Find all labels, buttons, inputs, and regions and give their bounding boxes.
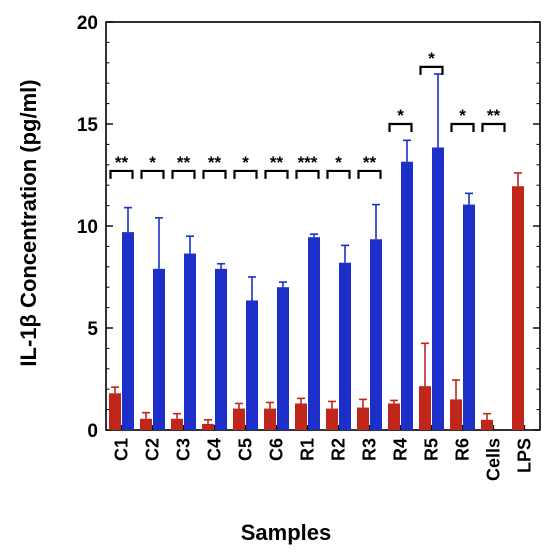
bar-series-1 (202, 423, 214, 430)
x-tick-label: Cells (484, 438, 504, 481)
x-axis-title: Samples (241, 520, 332, 545)
significance-bracket (202, 169, 227, 179)
bar-series-1 (450, 399, 462, 430)
axis-labels: 0 5 10 15 20 C1 C2 C3 C4 C5 C6 R1 R2 R3 R4 R5 R6 Cells LPS (77, 13, 535, 481)
bar-series-2 (370, 239, 382, 430)
bar-series-1 (481, 419, 493, 430)
bar-series-2 (401, 161, 413, 431)
significance-label: ** (363, 153, 377, 172)
significance-label: * (397, 106, 404, 125)
x-tick-label: R3 (360, 438, 380, 461)
bar-series-2 (339, 262, 351, 430)
significance-label: * (335, 153, 342, 172)
significance-label: ** (115, 153, 129, 172)
significance-label: ** (208, 153, 222, 172)
x-tick-label: R4 (391, 438, 411, 461)
significance-label: *** (298, 153, 318, 172)
bar-series-1 (140, 418, 152, 430)
bar-series-2 (432, 147, 444, 430)
bar-series-1 (388, 403, 400, 430)
bar-series-2 (246, 300, 258, 430)
significance-bracket (264, 169, 289, 179)
bar-series-1 (326, 408, 338, 430)
significance-bracket (171, 169, 196, 179)
y-tick-label: 20 (77, 13, 98, 34)
x-tick-label: C5 (236, 438, 256, 461)
y-axis-title: IL-1β Concentration (pg/ml) (16, 79, 41, 366)
significance-bracket (109, 169, 134, 179)
bar-series-1 (109, 393, 121, 430)
bar-series-2 (277, 287, 289, 430)
y-tick-label: 15 (77, 115, 99, 136)
bar-series-2 (463, 204, 475, 430)
significance-label: ** (270, 153, 284, 172)
x-tick-label: R2 (329, 438, 349, 461)
significance-bracket (388, 122, 413, 132)
bar-series-1 (512, 186, 524, 430)
significance-label: * (459, 106, 466, 125)
bar-series-2 (184, 253, 196, 430)
x-tick-label: LPS (515, 438, 535, 473)
significance-label: ** (487, 106, 501, 125)
bars (109, 73, 524, 431)
y-tick-label: 10 (77, 217, 98, 238)
x-tick-label: R6 (453, 438, 473, 461)
bar-series-1 (171, 418, 183, 430)
significance-label: * (242, 153, 249, 172)
significance-bracket (233, 169, 258, 179)
x-tick-label: C3 (174, 438, 194, 461)
significance-bracket (295, 169, 320, 179)
y-tick-label: 0 (87, 421, 98, 442)
bar-series-1 (357, 407, 369, 430)
bar-series-2 (308, 237, 320, 430)
bar-series-2 (122, 232, 134, 430)
bar-series-2 (215, 268, 227, 430)
significance-label: * (149, 153, 156, 172)
significance-markers: ** * ** ** * ** *** * ***** ** (109, 49, 506, 179)
bar-series-2 (153, 268, 165, 430)
x-tick-label: C2 (143, 438, 163, 461)
x-tick-label: R5 (422, 438, 442, 461)
bar-series-1 (419, 386, 431, 430)
bar-series-1 (264, 408, 276, 430)
x-tick-label: R1 (298, 438, 318, 461)
x-tick-label: C6 (267, 438, 287, 461)
significance-bracket (450, 122, 475, 132)
significance-bracket (419, 65, 444, 75)
x-tick-label: C1 (112, 438, 132, 461)
significance-bracket (326, 169, 351, 179)
axes (105, 21, 541, 431)
x-tick-label: C4 (205, 438, 225, 461)
significance-bracket (481, 122, 506, 132)
significance-bracket (140, 169, 165, 179)
y-tick-label: 5 (87, 319, 98, 340)
significance-label: ** (177, 153, 191, 172)
bar-series-1 (295, 403, 307, 430)
significance-label: * (428, 49, 435, 68)
bar-series-1 (233, 408, 245, 430)
significance-bracket (357, 169, 382, 179)
